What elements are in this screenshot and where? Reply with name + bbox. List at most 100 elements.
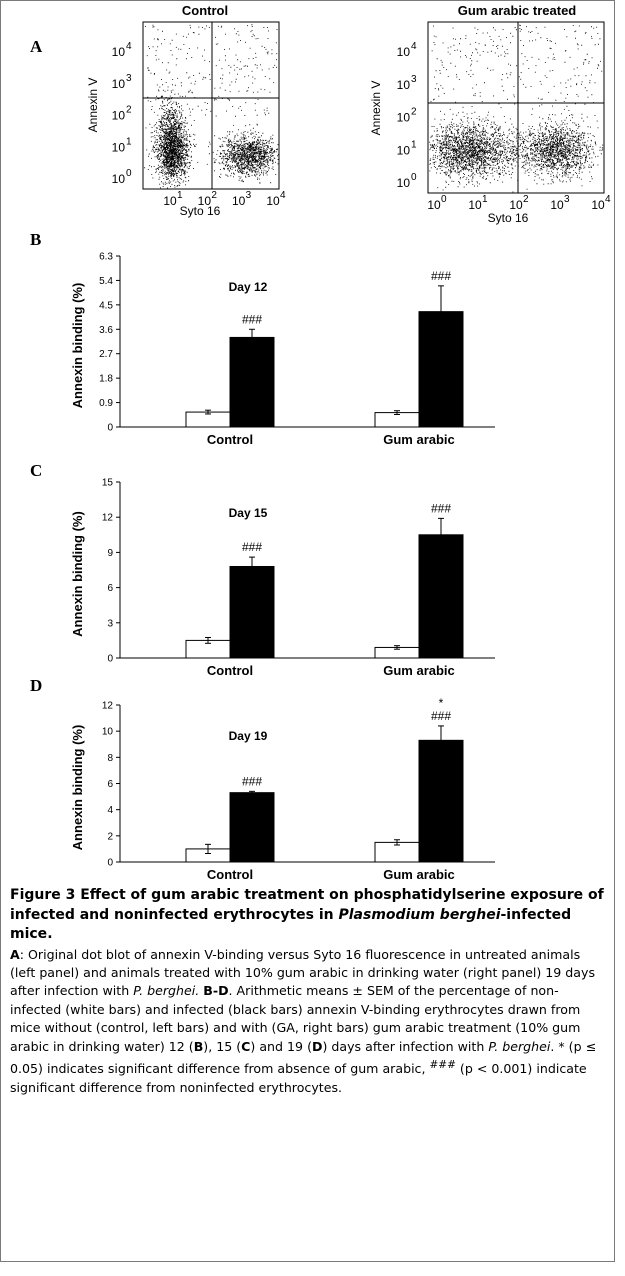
caption-title: Figure 3 Effect of gum arabic treatment … xyxy=(10,887,604,942)
category-label: Gum arabic xyxy=(383,432,455,447)
category-label: Control xyxy=(207,867,253,880)
dot-xtick-label: 10 xyxy=(232,194,246,208)
y-tick-label: 8 xyxy=(107,753,113,764)
category-label: Control xyxy=(207,663,253,678)
dot-ytick-label: 10 xyxy=(112,172,126,186)
dot-xtick-label: 10 xyxy=(266,194,280,208)
significance-label: ### xyxy=(431,709,451,723)
panel-letter-d: D xyxy=(30,676,42,695)
dot-ytick-label: 10 xyxy=(397,143,411,157)
significance-label: ### xyxy=(242,774,262,788)
dot-ytick-label: 10 xyxy=(112,77,126,91)
dot-xtick-exponent: 3 xyxy=(564,194,570,205)
dot-plot-axes: 10 010 110 210 310 410 1 10 2 10 3 10 4 xyxy=(112,41,286,208)
dot-ytick-exponent: 0 xyxy=(411,172,417,183)
y-tick-label: 0 xyxy=(107,858,113,869)
y-tick-label: 2.7 xyxy=(99,349,113,360)
dot-ytick-exponent: 4 xyxy=(126,41,132,52)
dot-xtick-label: 10 xyxy=(550,198,564,212)
y-tick-label: 6.3 xyxy=(99,252,113,263)
significance-label: ### xyxy=(431,269,451,283)
y-axis-label: Annexin binding (%) xyxy=(70,725,85,851)
y-axis-label: Annexin binding (%) xyxy=(70,283,85,409)
y-tick-label: 0 xyxy=(107,423,113,434)
dot-xtick-exponent: 4 xyxy=(605,194,611,205)
y-tick-label: 0.9 xyxy=(99,398,113,409)
dot-ytick-label: 10 xyxy=(397,176,411,190)
dot-ytick-exponent: 2 xyxy=(126,105,132,116)
dot-plot-control: Control 10 010 110 210 310 410 1 10 2 10 3 10 4 Anne… xyxy=(86,3,286,218)
category-label: Gum arabic xyxy=(383,663,455,678)
bar-infected xyxy=(418,739,464,863)
dot-ytick-label: 10 xyxy=(112,45,126,59)
dot-plot-title: Gum arabic treated xyxy=(458,3,577,18)
dot-xtick-label: 10 xyxy=(163,194,177,208)
category-label: Control xyxy=(207,432,253,447)
bar-infected xyxy=(418,311,464,428)
bar-infected xyxy=(229,792,275,863)
panel-letter-b: B xyxy=(30,230,41,249)
significance-label: ### xyxy=(242,312,262,326)
dot-xtick-exponent: 2 xyxy=(523,194,529,205)
dot-ytick-exponent: 3 xyxy=(126,73,132,84)
panel-letter-a: A xyxy=(30,37,43,56)
dot-xtick-label: 10 xyxy=(198,194,212,208)
chart-title: Day 12 xyxy=(229,280,268,294)
y-tick-label: 4 xyxy=(107,805,113,816)
dot-plot-ylabel: Annexin V xyxy=(369,81,383,136)
dot-ytick-label: 10 xyxy=(397,78,411,92)
dot-plot-frame xyxy=(142,21,280,190)
dot-points xyxy=(429,24,604,193)
dot-xtick-label: 10 xyxy=(591,198,605,212)
figure-frame xyxy=(0,0,615,1262)
dot-ytick-exponent: 4 xyxy=(411,41,417,52)
dot-xtick-exponent: 4 xyxy=(280,190,286,201)
caption-body: A: Original dot blot of annexin V-bindin… xyxy=(10,946,597,1095)
y-tick-label: 3.6 xyxy=(99,325,113,336)
y-tick-label: 15 xyxy=(102,478,114,489)
dot-cloud xyxy=(429,24,604,193)
dot-xtick-label: 10 xyxy=(509,198,523,212)
significance-label: * xyxy=(439,696,444,710)
dot-plot-axes: 10 010 110 210 310 410 0 10 1 10 2 10 3 10 4 xyxy=(397,41,611,212)
y-tick-label: 10 xyxy=(102,727,114,738)
dot-ytick-exponent: 3 xyxy=(411,74,417,85)
figure-caption: Figure 3 Effect of gum arabic treatment … xyxy=(10,886,608,1097)
y-tick-label: 2 xyxy=(107,831,113,842)
dot-ytick-label: 10 xyxy=(397,111,411,125)
dot-xtick-exponent: 1 xyxy=(482,194,488,205)
y-axis-label: Annexin binding (%) xyxy=(70,511,85,637)
dot-xtick-label: 10 xyxy=(427,198,441,212)
dot-ytick-exponent: 1 xyxy=(126,136,132,147)
y-tick-label: 12 xyxy=(102,513,114,524)
chart-title: Day 15 xyxy=(229,506,268,520)
dot-ytick-label: 10 xyxy=(112,109,126,123)
y-tick-label: 6 xyxy=(107,779,113,790)
dot-plot-frame xyxy=(427,21,605,194)
y-tick-label: 3 xyxy=(107,618,113,629)
dot-xtick-exponent: 3 xyxy=(246,190,252,201)
y-tick-label: 4.5 xyxy=(99,300,113,311)
y-tick-label: 9 xyxy=(107,548,113,559)
panel-letter-c: C xyxy=(30,461,42,480)
chart-title: Day 19 xyxy=(229,729,268,743)
bar-chart-day-12: 0 0.9 1.8 2.7 3.6 4.5 5.4 6.3 Annexin binding (%… xyxy=(70,252,495,447)
dot-cloud xyxy=(144,24,279,189)
category-label: Gum arabic xyxy=(383,867,455,880)
dot-plot-gum-arabic: Gum arabic treated 10 010 110 210 310 410 0 10 1… xyxy=(369,3,611,225)
dot-plot-xlabel: Syto 16 xyxy=(488,211,529,225)
bar-infected xyxy=(418,534,464,659)
significance-label: ### xyxy=(431,501,451,515)
y-tick-label: 0 xyxy=(107,654,113,665)
dot-xtick-exponent: 1 xyxy=(177,190,183,201)
dot-points xyxy=(144,24,279,189)
dot-ytick-exponent: 0 xyxy=(126,168,132,179)
dot-plot-xlabel: Syto 16 xyxy=(180,204,221,218)
y-tick-label: 12 xyxy=(102,701,114,712)
dot-xtick-exponent: 2 xyxy=(211,190,217,201)
bar-infected xyxy=(229,336,275,428)
y-tick-label: 5.4 xyxy=(99,276,113,287)
bar-infected xyxy=(229,565,275,659)
dot-xtick-label: 10 xyxy=(468,198,482,212)
dot-ytick-label: 10 xyxy=(112,140,126,154)
